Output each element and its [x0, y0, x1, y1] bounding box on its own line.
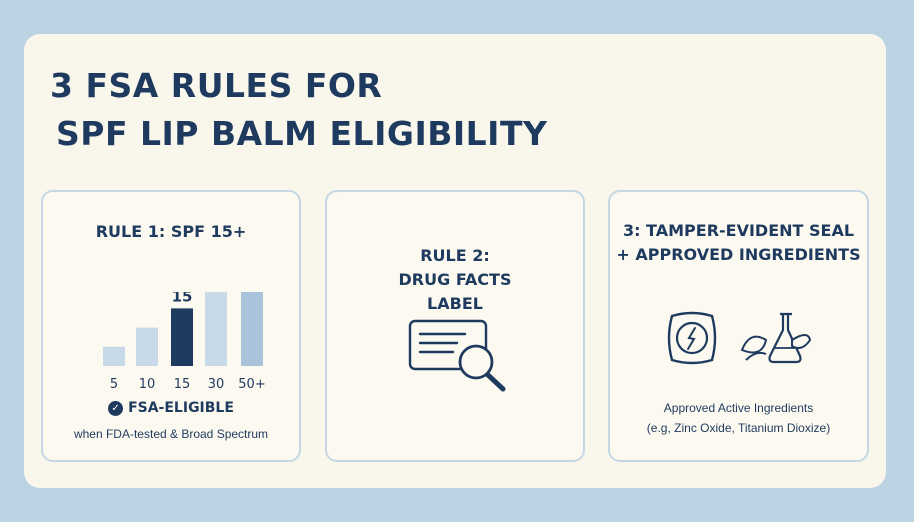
rule-3-panel: 3: TAMPER-EVIDENT SEAL + APPROVED INGRED…	[608, 190, 869, 462]
document-magnifier-icon	[408, 319, 506, 392]
fsa-eligible-label: FSA-ELIGIBLE	[128, 400, 234, 416]
tick-label-50plus: 50+	[238, 377, 265, 392]
rule-3-icons	[667, 311, 812, 365]
rule-3-title-line-1: 3: TAMPER-EVIDENT SEAL	[622, 221, 855, 240]
title-line-1: 3 FSA RULES FOR	[50, 66, 383, 105]
rule-1-title: RULE 1: SPF 15+	[95, 222, 247, 241]
rule-2-title-line-1: RULE 2:	[420, 246, 490, 265]
approved-ingredients-text: Approved Active Ingredients (e.g, Zinc O…	[610, 398, 867, 438]
bar-spf-15	[171, 308, 193, 366]
rule-3-title-line-2: + APPROVED INGREDIENTS	[616, 245, 861, 264]
bar-spf-5	[103, 346, 125, 366]
bar-spf-50plus	[241, 292, 263, 366]
seal-icon	[667, 311, 717, 365]
bar-spf-10	[136, 327, 158, 366]
rule-1-note: when FDA-tested & Broad Spectrum	[73, 427, 269, 441]
check-circle-icon: ✓	[108, 401, 124, 416]
rule-2-title-line-2: DRUG FACTS	[398, 270, 512, 289]
rule-2-title: RULE 2: DRUG FACTS LABEL	[327, 244, 583, 316]
highlight-data-label: 15	[172, 292, 193, 305]
rule-3-title: 3: TAMPER-EVIDENT SEAL + APPROVED INGRED…	[610, 219, 867, 267]
tick-label-5: 5	[110, 377, 118, 392]
title-line-2: SPF LIP BALM ELIGIBILITY	[56, 114, 548, 153]
page-title: 3 FSA RULES FOR SPF LIP BALM ELIGIBILITY	[50, 62, 547, 158]
fsa-eligible-badge: ✓ FSA-ELIGIBLE	[43, 400, 299, 416]
bar-spf-30	[205, 292, 227, 366]
rule-1-panel: RULE 1: SPF 15+ 5 10 15 15 30 50+ ✓ FSA-ELIGIB…	[41, 190, 301, 462]
ingredients-line-1: Approved Active Ingredients	[663, 401, 814, 415]
spf-bar-chart: 5 10 15 15 30 50+	[103, 292, 266, 392]
leaf-flask-icon	[740, 312, 812, 364]
infographic-card: 3 FSA RULES FOR SPF LIP BALM ELIGIBILITY…	[24, 34, 886, 488]
tick-label-30: 30	[208, 377, 225, 392]
tick-label-15: 15	[174, 377, 191, 392]
ingredients-line-2: (e.g, Zinc Oxide, Titanium Dioxize)	[646, 421, 831, 435]
rule-2-panel: RULE 2: DRUG FACTS LABEL	[325, 190, 585, 462]
tick-label-10: 10	[139, 377, 156, 392]
rule-2-title-line-3: LABEL	[427, 294, 483, 313]
